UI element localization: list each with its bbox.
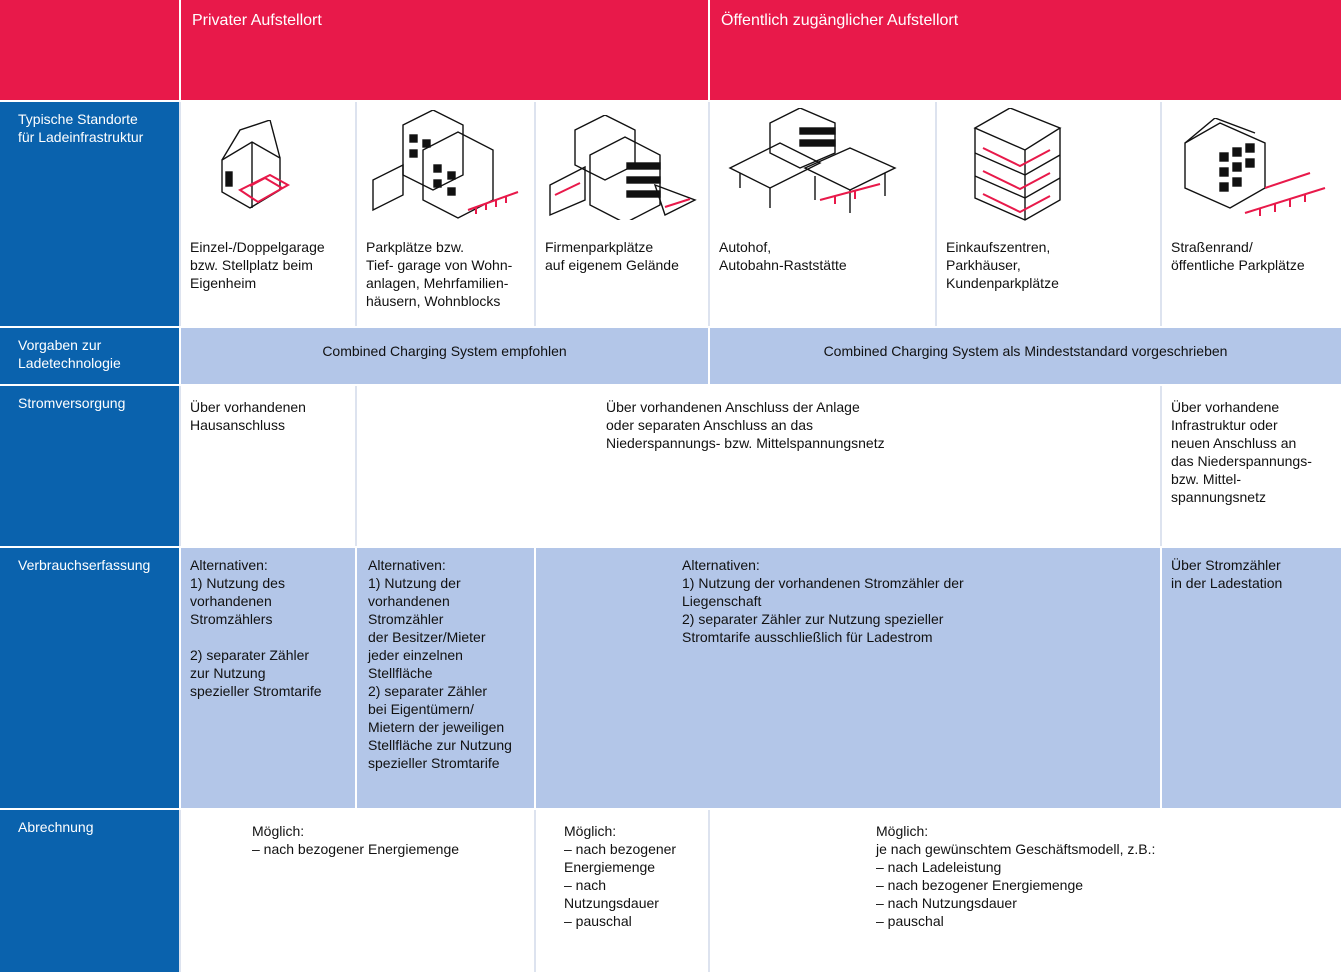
location-cell: Einkaufszentren, Parkhäuser, Kundenparkp… (935, 102, 1162, 326)
icon-company (549, 115, 697, 220)
header-corner (0, 0, 179, 100)
icon-street (1184, 118, 1326, 216)
row-label: Abrechnung (0, 810, 179, 972)
technology-cell: Combined Charging System empfohlen (181, 328, 708, 384)
icon-apartments (372, 110, 519, 219)
row-label: Stromversorgung (0, 386, 179, 546)
power-cell: Über vorhandenen Hausanschluss (179, 386, 357, 546)
location-cell: Firmenparkplätze auf eigenem Gelände (534, 102, 710, 326)
metering-cell: Über Stromzähler in der Ladestation (1162, 548, 1341, 808)
power-cell: Über vorhandenen Anschluss der Anlage od… (355, 386, 1162, 546)
row-label: Typische Standorte für Ladeinfrastruktur (0, 102, 179, 326)
row-label: Verbrauchserfassung (0, 548, 179, 808)
power-cell: Über vorhandene Infrastruktur oder neuen… (1160, 386, 1341, 546)
billing-cell: Möglich: – nach bezogener Energiemenge (179, 810, 536, 972)
location-cell: Parkplätze bzw. Tief- garage von Wohn- a… (355, 102, 536, 326)
icon-house (221, 120, 291, 209)
location-cell: Einzel-/Doppelgarage bzw. Stellplatz bei… (179, 102, 357, 326)
billing-cell: Möglich: – nach bezogener Energiemenge –… (534, 810, 710, 972)
header-private: Privater Aufstellort (181, 0, 708, 100)
metering-cell: Alternativen: 1) Nutzung der vorhandenen… (536, 548, 1160, 808)
metering-cell: Alternativen: 1) Nutzung der vorhandenen… (357, 548, 534, 808)
technology-cell: Combined Charging System als Mindeststan… (710, 328, 1341, 384)
header-public: Öffentlich zugänglicher Aufstellort (710, 0, 1341, 100)
icon-rest-stop (728, 108, 897, 213)
metering-cell: Alternativen: 1) Nutzung des vorhandenen… (181, 548, 355, 808)
billing-cell: Möglich: je nach gewünschtem Geschäftsmo… (708, 810, 1341, 972)
icon-parking-garage (973, 108, 1062, 221)
row-label: Vorgaben zur Ladetechnologie (0, 328, 179, 384)
